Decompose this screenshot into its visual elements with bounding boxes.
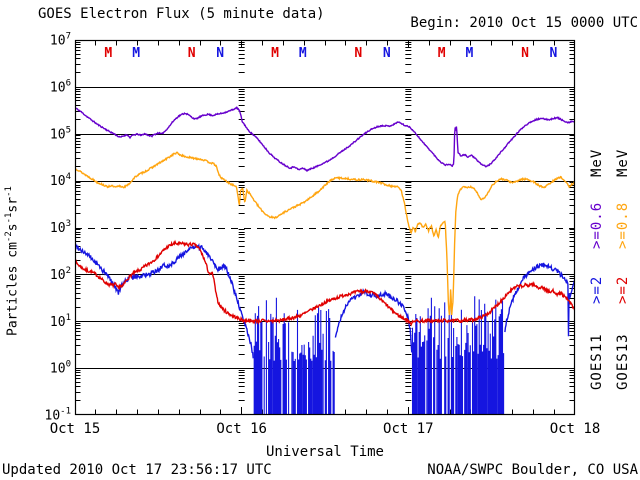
svg-text:106: 106 xyxy=(50,78,71,95)
svg-text:102: 102 xyxy=(50,266,71,283)
series GOES13 >=2 MeV electrons xyxy=(75,239,575,327)
svg-text:101: 101 xyxy=(50,313,71,330)
series GOES11 >=0.6 MeV electrons xyxy=(75,106,575,172)
data-source-label: NOAA/SWPC Boulder, CO USA xyxy=(427,462,638,478)
svg-text:103: 103 xyxy=(50,219,71,236)
x-tick-labels: Oct 15 Oct 16 Oct 17 Oct 18 xyxy=(50,421,601,437)
svg-text:M: M xyxy=(104,46,112,61)
legend-unit: MeV xyxy=(589,148,605,177)
svg-text:M: M xyxy=(132,46,140,61)
legend-unit: MeV xyxy=(615,148,631,177)
legend-entry-2mev: >=2 xyxy=(589,275,605,304)
updated-timestamp: Updated 2010 Oct 17 23:56:17 UTC xyxy=(2,462,272,478)
svg-text:N: N xyxy=(354,46,362,61)
svg-text:M: M xyxy=(438,46,446,61)
legend-entry-2mev: >=2 xyxy=(615,275,631,304)
legend-satellite-name: GOES11 xyxy=(589,333,605,390)
series-curves xyxy=(75,106,575,415)
svg-text:107: 107 xyxy=(50,32,71,49)
legend-goes13: GOES13 >=2 >=0.8 MeV xyxy=(615,132,631,412)
svg-text:Oct 16: Oct 16 xyxy=(216,421,267,437)
svg-text:N: N xyxy=(216,46,224,61)
y-axis-label: Particles cm-2s-1sr-1 xyxy=(4,186,21,336)
svg-text:N: N xyxy=(383,46,391,61)
svg-text:M: M xyxy=(271,46,279,61)
series GOES13 >=0.8 MeV electrons xyxy=(75,151,575,316)
svg-text:105: 105 xyxy=(50,125,71,142)
svg-text:Oct 17: Oct 17 xyxy=(383,421,434,437)
svg-text:Oct 18: Oct 18 xyxy=(550,421,601,437)
begin-timestamp-label: Begin: 2010 Oct 15 0000 UTC xyxy=(410,15,638,31)
legend-entry-0p6mev: >=0.6 xyxy=(589,201,605,249)
svg-text:N: N xyxy=(521,46,529,61)
plot-border xyxy=(74,39,576,416)
svg-text:N: N xyxy=(188,46,196,61)
svg-text:M: M xyxy=(299,46,307,61)
chart-title: GOES Electron Flux (5 minute data) xyxy=(38,6,325,22)
svg-text:N: N xyxy=(550,46,558,61)
svg-text:104: 104 xyxy=(50,172,71,189)
x-axis-label: Universal Time xyxy=(265,444,384,460)
legend-goes11: GOES11 >=2 >=0.6 MeV xyxy=(589,132,605,412)
legend-satellite-name: GOES13 xyxy=(615,333,631,390)
svg-text:M: M xyxy=(466,46,474,61)
series GOES11 >=2 MeV electrons xyxy=(75,241,575,415)
svg-text:Oct 15: Oct 15 xyxy=(50,421,101,437)
svg-text:100: 100 xyxy=(50,360,71,377)
legend-entry-0p8mev: >=0.8 xyxy=(615,201,631,249)
